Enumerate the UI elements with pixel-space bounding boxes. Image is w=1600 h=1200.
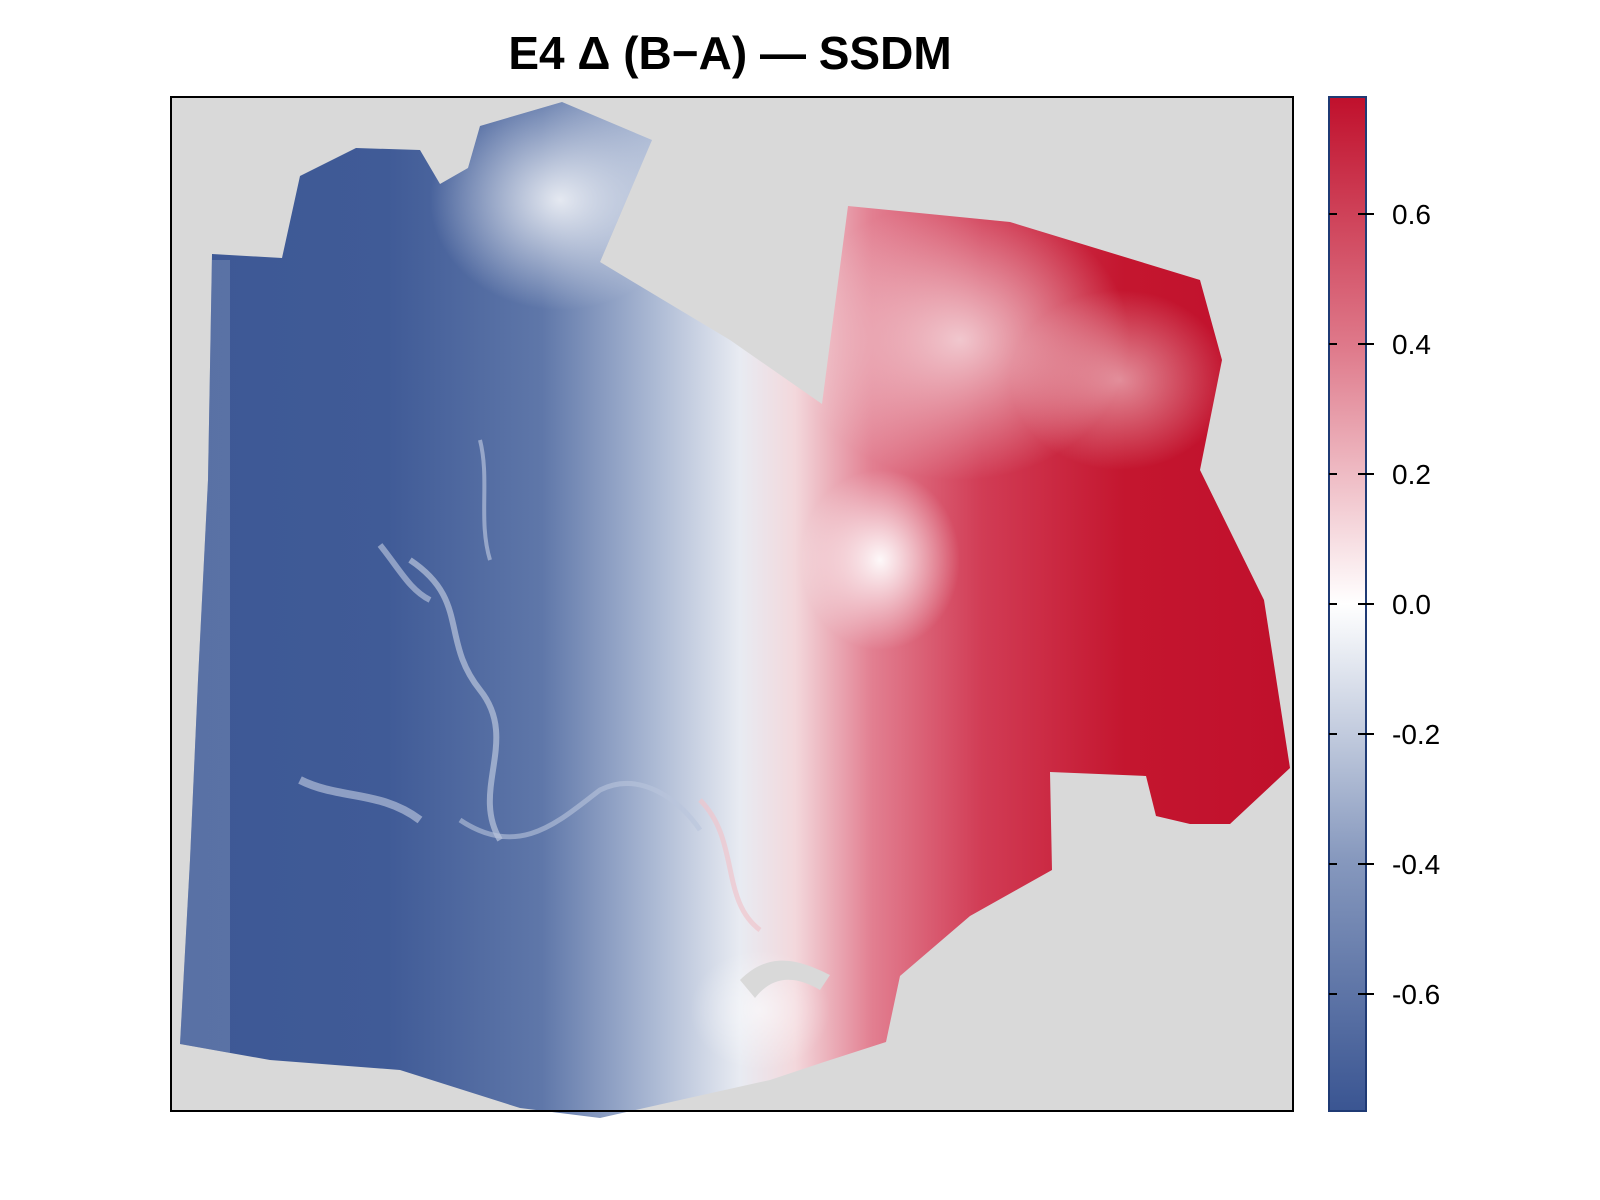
legend-tick-label: -0.2 [1392,719,1440,750]
legend-tick-label: -0.4 [1392,849,1440,880]
map-panel-border [170,96,1294,1112]
color-legend: 0.6 0.4 0.2 0.0 -0.2 -0.4 -0.6 [1328,96,1440,1112]
legend-tick-label: 0.0 [1392,589,1431,620]
legend-ticks: 0.6 0.4 0.2 0.0 -0.2 -0.4 -0.6 [1329,199,1440,1010]
legend-tick-label: -0.6 [1392,979,1440,1010]
legend-tick-label: 0.4 [1392,329,1431,360]
map-title: E4 Δ (B−A) — SSDM [508,27,952,79]
legend-tick-label: 0.6 [1392,199,1431,230]
legend-tick-label: 0.2 [1392,459,1431,490]
